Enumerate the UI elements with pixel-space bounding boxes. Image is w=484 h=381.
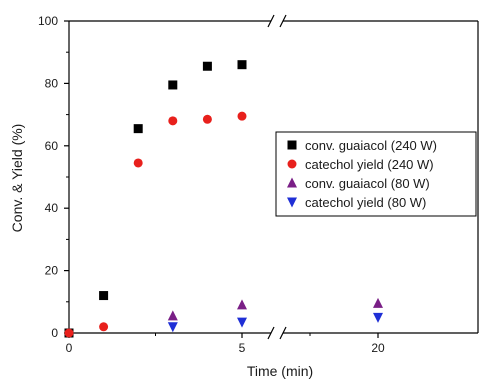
y-tick-label-0: 0 <box>51 326 58 340</box>
data-point-series-3 <box>167 322 178 333</box>
axes <box>64 14 479 340</box>
legend-marker-series-0 <box>287 140 297 150</box>
data-point-series-2 <box>167 310 178 321</box>
y-tick-labels: 0 20 40 60 80 100 <box>38 14 58 340</box>
data-points <box>64 60 383 338</box>
x-tick-labels: 0 5 20 <box>66 341 385 355</box>
legend-label-catechol-yield-240w: catechol yield (240 W) <box>305 157 434 172</box>
data-point-series-1 <box>237 111 247 121</box>
legend-label-conv-guaiacol-80w: conv. guaiacol (80 W) <box>305 176 430 191</box>
data-point-series-3 <box>237 317 247 328</box>
y-tick-label-80: 80 <box>45 76 59 90</box>
data-point-series-3 <box>373 312 383 323</box>
legend-marker-series-1 <box>287 159 297 169</box>
x-tick-label-5: 5 <box>239 341 246 355</box>
legend-label-conv-guaiacol-240w: conv. guaiacol (240 W) <box>305 138 437 153</box>
legend: conv. guaiacol (240 W) catechol yield (2… <box>275 131 477 217</box>
x-tick-label-20: 20 <box>371 341 385 355</box>
data-point-series-0 <box>237 60 247 70</box>
data-point-series-2 <box>373 297 383 308</box>
axis-break-mark <box>267 14 275 28</box>
y-tick-label-40: 40 <box>45 201 59 215</box>
legend-label-catechol-yield-80w: catechol yield (80 W) <box>305 195 426 210</box>
data-point-series-1 <box>99 322 109 332</box>
axis-break-mark <box>267 326 275 340</box>
legend-marker-series-3 <box>287 197 297 208</box>
data-point-series-1 <box>168 116 178 126</box>
y-tick-label-100: 100 <box>38 14 58 28</box>
x-axis-title: Time (min) <box>247 363 313 379</box>
data-point-series-1 <box>133 158 143 168</box>
data-point-series-0 <box>202 61 212 71</box>
data-point-series-0 <box>99 291 109 301</box>
data-point-series-2 <box>237 299 247 310</box>
y-axis-title: Conv. & Yield (%) <box>9 124 25 233</box>
y-tick-label-20: 20 <box>45 264 59 278</box>
data-point-series-1 <box>202 114 212 124</box>
axis-break-mark <box>279 14 287 28</box>
data-point-series-1 <box>64 328 74 338</box>
x-tick-label-0: 0 <box>66 341 73 355</box>
legend-box <box>275 131 477 217</box>
axis-break-mark <box>279 326 287 340</box>
legend-markers <box>287 140 297 208</box>
y-tick-label-60: 60 <box>45 139 59 153</box>
data-point-series-0 <box>133 124 143 134</box>
data-point-series-0 <box>168 80 178 90</box>
legend-marker-series-2 <box>287 177 297 188</box>
